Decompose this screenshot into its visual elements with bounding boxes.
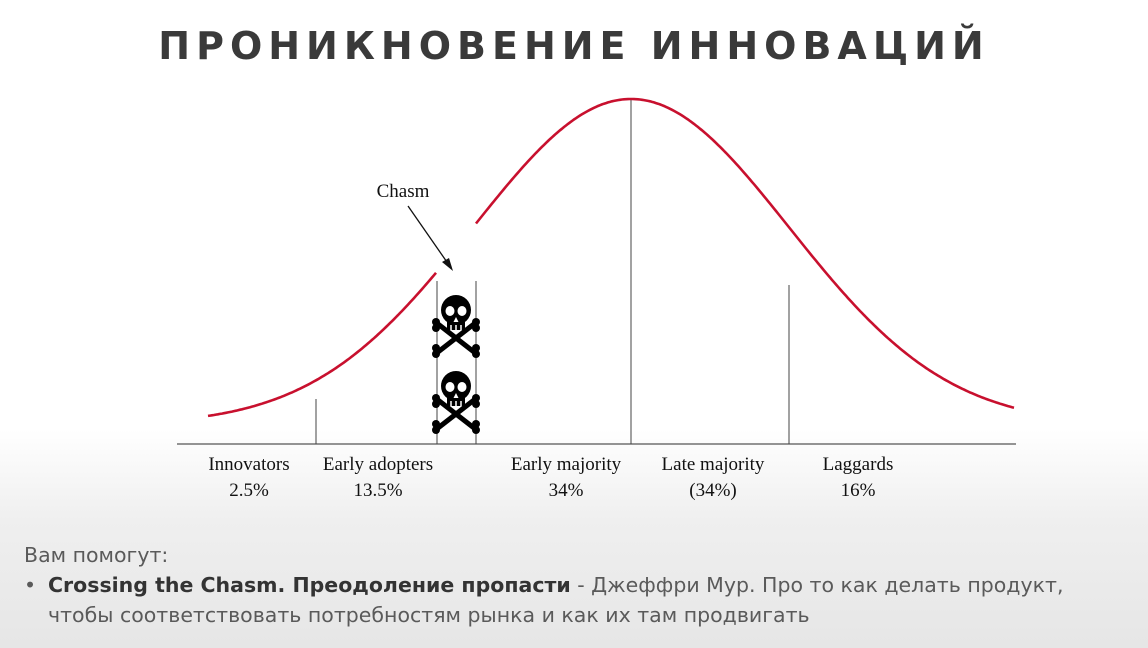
- adoption-curve-left: [207, 271, 437, 418]
- skull-crossbones-icon: [432, 295, 480, 358]
- help-heading: Вам помогут:: [24, 543, 169, 567]
- segment-name: Early majority: [511, 454, 622, 475]
- chasm-arrow-icon: [407, 205, 453, 271]
- segment-early-majority: Early majority 34%: [511, 454, 622, 501]
- segment-value: (34%): [689, 480, 736, 501]
- segment-value: 2.5%: [229, 480, 269, 501]
- segment-name: Innovators: [208, 454, 289, 475]
- adoption-curve-diagram: Chasm Innovators 2.5% Early adopters 13.…: [177, 97, 1016, 501]
- book-recommendation: Crossing the Chasm. Преодоление пропасти…: [48, 570, 1134, 630]
- help-section: Вам помогут: • Crossing the Chasm. Преод…: [24, 540, 1134, 630]
- segment-name: Early adopters: [323, 454, 433, 475]
- skull-crossbones-icon: [432, 371, 480, 434]
- slide-title: ПРОНИКНОВЕНИЕ ИННОВАЦИЙ: [158, 24, 990, 68]
- bullet-icon: •: [24, 573, 37, 597]
- segment-name: Laggards: [823, 454, 894, 475]
- book-title: Crossing the Chasm. Преодоление пропасти: [48, 573, 571, 597]
- book-description: - Джеффри Мур. Про то как делать продукт…: [48, 573, 1064, 627]
- adoption-curve-right: [474, 97, 1015, 409]
- segment-late-majority: Late majority (34%): [662, 454, 765, 501]
- segment-value: 13.5%: [353, 480, 402, 501]
- segment-early-adopters: Early adopters 13.5%: [323, 454, 433, 501]
- segment-name: Late majority: [662, 454, 765, 475]
- list-item: • Crossing the Chasm. Преодоление пропас…: [24, 570, 1134, 630]
- chasm-label: Chasm: [377, 181, 430, 202]
- segment-value: 34%: [549, 480, 584, 501]
- segment-value: 16%: [841, 480, 876, 501]
- segment-laggards: Laggards 16%: [823, 454, 894, 501]
- segment-innovators: Innovators 2.5%: [208, 454, 289, 501]
